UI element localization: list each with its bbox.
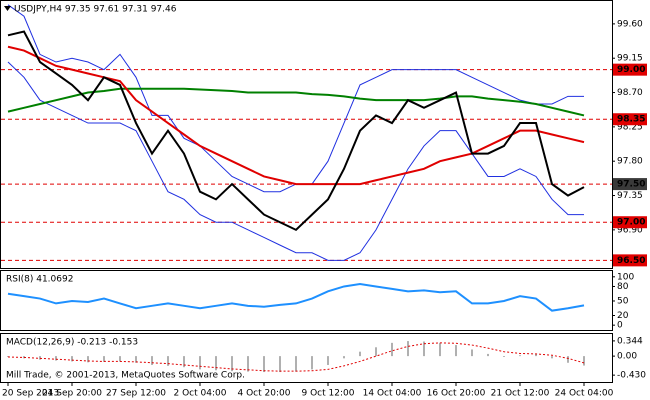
macd-bar xyxy=(551,356,553,359)
y-tick-label: 96.90 xyxy=(617,225,643,235)
x-tick-label: 14 Oct 04:00 xyxy=(363,389,422,399)
line-series xyxy=(7,30,585,232)
macd-bar xyxy=(311,356,313,370)
macd-bar xyxy=(359,351,361,357)
macd-bar xyxy=(247,356,249,372)
level-label-box xyxy=(613,113,647,126)
macd-bar xyxy=(199,356,201,370)
x-tick-label: 20 Sep 2013 xyxy=(2,389,59,399)
level-label: 98.35 xyxy=(617,115,645,125)
macd-bar xyxy=(215,356,217,371)
level-label-box xyxy=(613,254,647,267)
line-series xyxy=(7,342,585,372)
macd-bar xyxy=(327,356,329,365)
macd-title: MACD(12,26,9) -0.213 -0.153 xyxy=(6,338,138,348)
line-series xyxy=(7,61,584,261)
line-series xyxy=(7,87,585,117)
y-tick-label: -0.430 xyxy=(617,371,646,381)
macd-bar xyxy=(103,356,105,362)
macd-bar xyxy=(567,356,569,363)
x-tick-label: 4 Oct 20:00 xyxy=(238,389,291,399)
y-tick-label: 0.00 xyxy=(617,352,637,362)
macd-bar xyxy=(263,356,265,373)
x-tick-label: 24 Oct 04:00 xyxy=(555,389,614,399)
x-tick-label: 27 Sep 12:00 xyxy=(106,389,166,399)
macd-bar xyxy=(167,356,169,366)
level-label: 99.00 xyxy=(617,65,645,75)
macd-bar xyxy=(535,353,537,357)
y-tick-label: 80 xyxy=(617,282,629,292)
copyright: Mill Trade, © 2001-2013, MetaQuotes Soft… xyxy=(6,371,245,381)
macd-bar xyxy=(519,355,521,357)
macd-bar xyxy=(7,356,9,358)
y-tick-label: 20 xyxy=(617,311,629,321)
x-tick-label: 2 Oct 04:00 xyxy=(174,389,227,399)
macd-bar xyxy=(423,341,425,357)
macd-bar xyxy=(583,356,585,366)
macd-bar xyxy=(231,356,233,372)
macd-bar xyxy=(455,345,457,357)
macd-bar xyxy=(407,341,409,357)
macd-bar xyxy=(343,356,345,359)
macd-bar xyxy=(119,356,121,362)
macd-bar xyxy=(439,342,441,357)
y-tick-label: 99.60 xyxy=(617,19,643,29)
y-tick-label: 50 xyxy=(617,296,629,306)
macd-bar xyxy=(71,356,73,362)
x-tick-label: 21 Oct 12:00 xyxy=(491,389,550,399)
macd-bar xyxy=(135,356,137,363)
macd-bar xyxy=(503,356,505,358)
y-tick-label: 99.15 xyxy=(617,54,643,64)
y-tick-label: 97.35 xyxy=(617,191,643,201)
macd-bar xyxy=(183,356,185,368)
level-label: 97.00 xyxy=(617,218,645,228)
y-tick-label: 97.80 xyxy=(617,157,643,167)
macd-bar xyxy=(295,356,297,372)
y-tick-label: 100 xyxy=(617,272,634,282)
y-tick-label: 0 xyxy=(617,321,623,331)
macd-bar xyxy=(87,356,89,363)
macd-bar xyxy=(55,356,57,361)
macd-bar xyxy=(471,349,473,357)
level-label-box xyxy=(613,216,647,229)
macd-bar xyxy=(487,353,489,357)
macd-bar xyxy=(375,347,377,357)
macd-bar xyxy=(391,342,393,357)
macd-panel xyxy=(0,333,613,383)
level-label: 96.50 xyxy=(617,256,645,266)
line-series xyxy=(7,283,585,312)
y-tick-label: 98.25 xyxy=(617,122,643,132)
price-panel xyxy=(0,0,613,269)
x-tick-label: 16 Oct 20:00 xyxy=(427,389,486,399)
y-tick-label: 98.70 xyxy=(617,88,643,98)
x-tick-label: 9 Oct 12:00 xyxy=(302,389,355,399)
level-label-box xyxy=(613,178,647,191)
macd-bar xyxy=(151,356,153,365)
price-title: USDJPY,H4 97.35 97.61 97.31 97.46 xyxy=(14,5,177,15)
macd-bar xyxy=(23,356,25,359)
macd-bar xyxy=(279,356,281,373)
x-tick-label: 24 Sep 20:00 xyxy=(42,389,102,399)
y-tick-label: 0.344 xyxy=(617,336,643,346)
rsi-title: RSI(8) 41.0692 xyxy=(6,275,73,285)
menu-icon xyxy=(4,6,11,11)
level-label: 97.50 xyxy=(617,180,645,190)
level-label-box xyxy=(613,63,647,76)
